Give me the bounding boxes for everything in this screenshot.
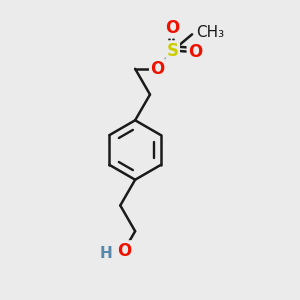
Text: O: O [117,242,131,260]
Text: S: S [167,42,179,60]
Text: O: O [166,19,180,37]
Text: H: H [100,246,112,261]
Text: O: O [150,60,165,78]
Text: O: O [188,43,202,61]
Text: CH₃: CH₃ [196,26,225,40]
